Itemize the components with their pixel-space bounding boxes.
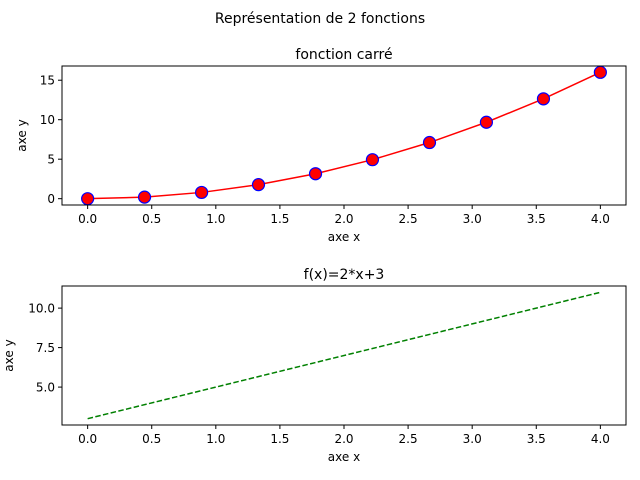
data-point-marker [365, 153, 380, 167]
x-tick-label: 1.0 [206, 432, 225, 446]
x-tick-label: 2.5 [399, 432, 418, 446]
x-tick-label: 4.0 [591, 212, 610, 226]
y-tick-label: 7.5 [36, 341, 55, 355]
x-tick-label: 4.0 [591, 432, 610, 446]
figure-suptitle: Représentation de 2 fonctions [215, 11, 425, 27]
x-tick-label: 1.5 [270, 212, 289, 226]
data-point-marker [479, 115, 494, 129]
x-tick-label: 3.0 [463, 212, 482, 226]
x-axis-label: axe x [328, 450, 360, 464]
data-point-marker [251, 178, 266, 192]
y-tick-label: 5.0 [36, 381, 55, 395]
y-tick-label: 10 [40, 113, 55, 127]
axes-title: fonction carré [295, 47, 392, 63]
y-tick-label: 0 [47, 192, 55, 206]
y-axis-label: axe y [15, 119, 29, 151]
x-tick-label: 0.5 [142, 432, 161, 446]
data-point-marker [194, 185, 209, 200]
axes-frame [61, 65, 627, 206]
x-tick-label: 3.5 [527, 432, 546, 446]
x-tick-label: 3.5 [527, 212, 546, 226]
x-tick-label: 0.5 [142, 212, 161, 226]
x-tick-label: 1.0 [206, 212, 225, 226]
y-tick-label: 15 [40, 74, 55, 88]
data-point-marker [536, 92, 551, 106]
data-point-marker [308, 167, 323, 181]
plot-linear-function: 0.0 0.5 1.0 1.5 2.0 2.5 3.0 3.5 4.0 5.0 7.5 10.0 f(x… [2, 267, 627, 464]
y-tick-label: 10.0 [28, 302, 55, 316]
x-tick-label: 2.0 [334, 432, 353, 446]
x-tick-label: 1.5 [270, 432, 289, 446]
data-point-marker [422, 135, 437, 150]
x-tick-label: 2.5 [399, 212, 418, 226]
x-tick-label: 0.0 [78, 432, 97, 446]
series-line [87, 291, 601, 420]
y-axis-label: axe y [2, 339, 16, 371]
data-point-marker [81, 192, 95, 206]
plot-square-function: 0.0 0.5 1.0 1.5 2.0 2.5 3.0 3.5 4.0 0 5 10 15 fonctio… [15, 47, 627, 244]
axes-title: f(x)=2*x+3 [304, 267, 385, 283]
y-tick-label: 5 [47, 153, 55, 167]
x-tick-label: 3.0 [463, 432, 482, 446]
data-point-marker [593, 65, 607, 79]
data-point-marker [137, 190, 152, 204]
x-axis-label: axe x [328, 230, 360, 244]
x-tick-label: 2.0 [334, 212, 353, 226]
x-tick-label: 0.0 [78, 212, 97, 226]
series-line [87, 71, 601, 200]
